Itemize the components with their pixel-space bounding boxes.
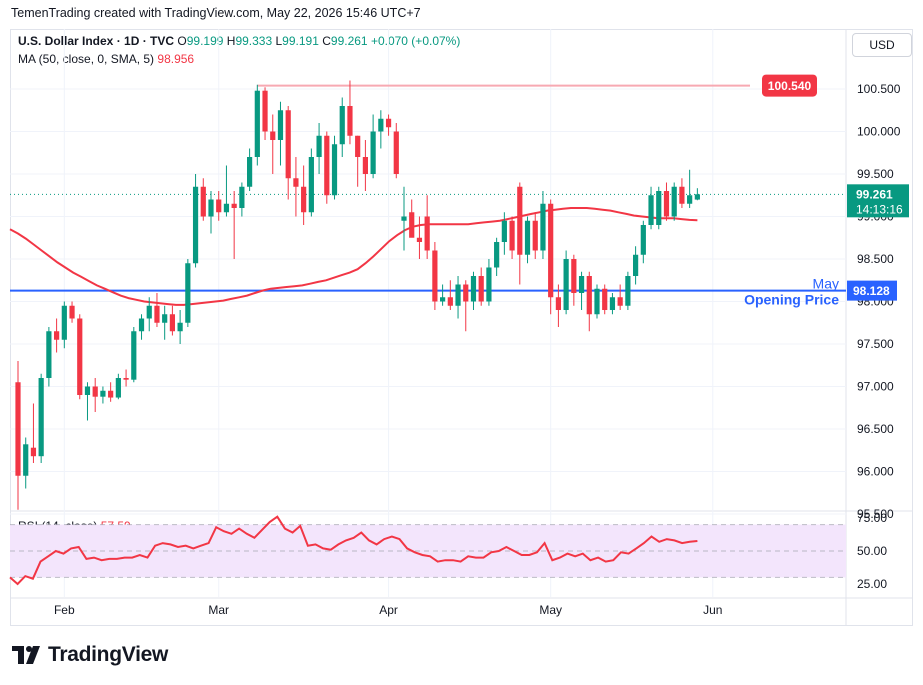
low-value: 99.191 [282,34,319,48]
currency-button[interactable]: USD [852,33,912,57]
tradingview-logo-icon [12,646,40,664]
close-label: C [322,34,331,48]
rsi-legend[interactable]: RSI (14, close) 57.59 [18,519,131,533]
high-value: 99.333 [235,34,273,48]
tradingview-logo[interactable]: TradingView [12,643,168,667]
ma-legend[interactable]: MA (50, close, 0, SMA, 5) 98.956 [18,52,194,66]
chart-frame [10,29,913,626]
symbol-legend: U.S. Dollar Index · 1D · TVC O99.199 H99… [18,34,460,48]
open-label: O [177,34,187,48]
logo-text: TradingView [48,643,169,666]
rsi-value: 57.59 [100,519,131,533]
low-label: L [275,34,283,48]
close-value: 99.261 [330,34,368,48]
high-label: H [226,34,236,48]
symbol-name: U.S. Dollar Index · 1D · TVC [18,34,175,48]
open-value: 99.199 [186,34,224,48]
attribution-text: TemenTrading created with TradingView.co… [11,6,421,20]
ma-value: 98.956 [157,52,195,66]
ma-label: MA (50, close, 0, SMA, 5) [18,52,155,66]
rsi-label: RSI (14, close) [18,519,98,533]
change-value: +0.070 (+0.07%) [370,34,461,48]
